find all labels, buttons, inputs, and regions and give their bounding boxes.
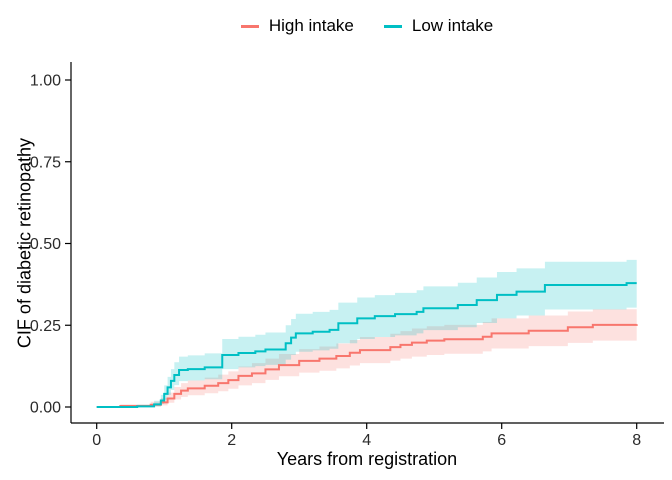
legend-item-low-intake: Low intake bbox=[383, 16, 494, 36]
x-tick-label: 8 bbox=[632, 432, 641, 449]
legend-label-high-intake: High intake bbox=[268, 16, 354, 35]
confidence-band-low-intake bbox=[96, 259, 637, 407]
x-axis-title: Years from registration bbox=[276, 449, 458, 469]
legend: High intake Low intake bbox=[70, 14, 664, 38]
y-tick-label: 0.75 bbox=[30, 154, 61, 171]
cif-step-line-high-intake bbox=[96, 323, 638, 408]
y-axis-title: CIF of diabetic retinopathy bbox=[14, 137, 35, 349]
y-tick-label: 0.00 bbox=[30, 400, 61, 417]
x-tick-label: 0 bbox=[92, 432, 101, 449]
x-tick-label: 4 bbox=[362, 432, 371, 449]
y-tick-label: 0.25 bbox=[30, 318, 61, 335]
legend-key-line-high-intake bbox=[240, 24, 259, 28]
legend-item-high-intake: High intake bbox=[240, 16, 354, 36]
legend-key-line-low-intake bbox=[383, 24, 402, 28]
x-tick-label: 2 bbox=[227, 432, 236, 449]
y-tick-label: 1.00 bbox=[30, 73, 61, 90]
y-tick-label: 0.50 bbox=[30, 236, 61, 253]
cif-step-line-low-intake bbox=[96, 282, 637, 408]
legend-label-low-intake: Low intake bbox=[411, 16, 494, 35]
x-tick-label: 6 bbox=[497, 432, 506, 449]
